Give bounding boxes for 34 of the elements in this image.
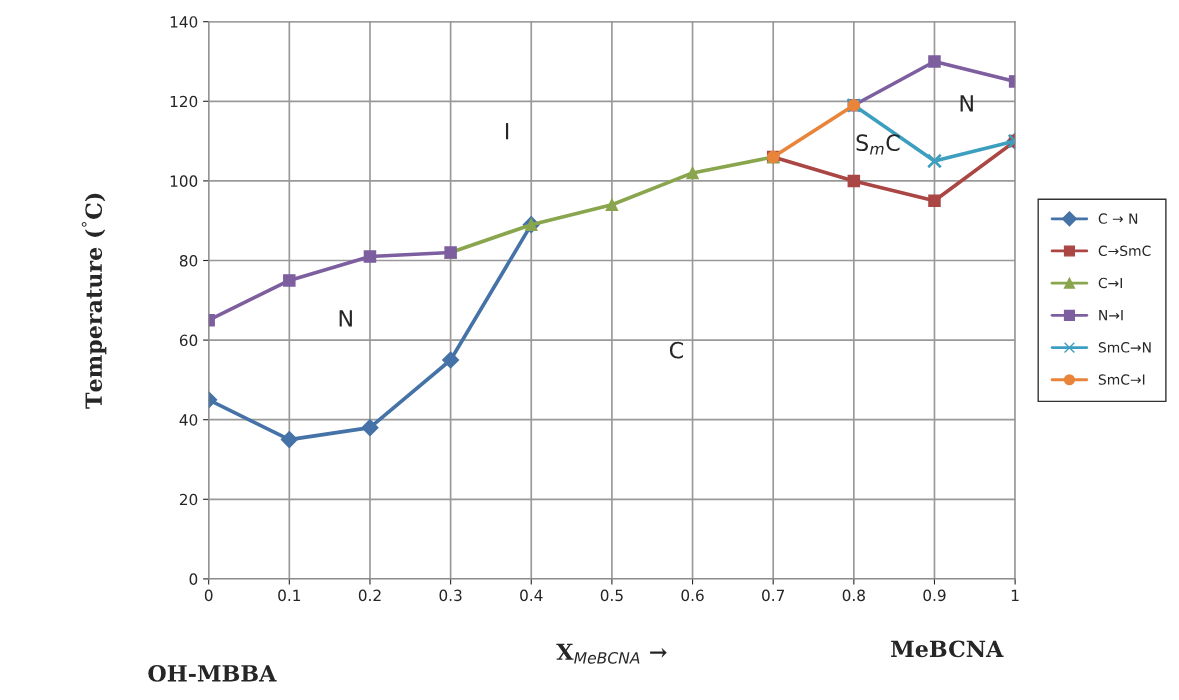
annotation: C xyxy=(669,341,683,359)
annotation: N xyxy=(339,310,352,327)
annotation: I xyxy=(505,123,509,140)
x-tick-label: 0.2 xyxy=(358,589,381,602)
y-tick-label: 20 xyxy=(179,493,198,506)
legend-label: C→SmC xyxy=(1098,245,1151,257)
x-tick-label: 1 xyxy=(1011,589,1019,601)
legend-label: C → N xyxy=(1098,213,1138,224)
x-tick-label: 0.6 xyxy=(681,589,704,602)
legend-label: SmC→N xyxy=(1098,342,1151,353)
y-tick-label: 40 xyxy=(179,414,198,426)
x-tick-label: 0.9 xyxy=(923,589,946,602)
x-axis-title: X$_{MeBCNA}$ → xyxy=(556,643,667,664)
x-tick-label: 0.1 xyxy=(278,589,301,602)
y-tick-label: 80 xyxy=(179,254,198,267)
legend-label: SmC→I xyxy=(1098,374,1145,385)
legend-label: C→I xyxy=(1098,277,1122,289)
y-tick-label: 140 xyxy=(170,16,198,28)
x-tick-label: 0.3 xyxy=(439,589,462,602)
text: OH-MBBA xyxy=(148,664,277,682)
annotation: S$_{m}$C xyxy=(856,134,900,155)
text: MeBCNA xyxy=(891,640,1004,658)
x-tick-label: 0.7 xyxy=(762,589,785,602)
x-tick-label: 0.8 xyxy=(842,589,865,602)
annotation: N xyxy=(960,95,973,112)
y-tick-label: 100 xyxy=(170,175,198,187)
legend-label: N→I xyxy=(1099,310,1123,321)
y-tick-label: 120 xyxy=(170,95,198,108)
x-tick-label: 0 xyxy=(204,589,213,602)
y-tick-label: 0 xyxy=(189,573,198,585)
x-tick-label: 0.4 xyxy=(520,589,543,602)
x-tick-label: 0.5 xyxy=(600,589,623,602)
y-tick-label: 60 xyxy=(179,334,198,347)
y-axis-title: Temperature ($^{°}$C) xyxy=(81,193,107,409)
